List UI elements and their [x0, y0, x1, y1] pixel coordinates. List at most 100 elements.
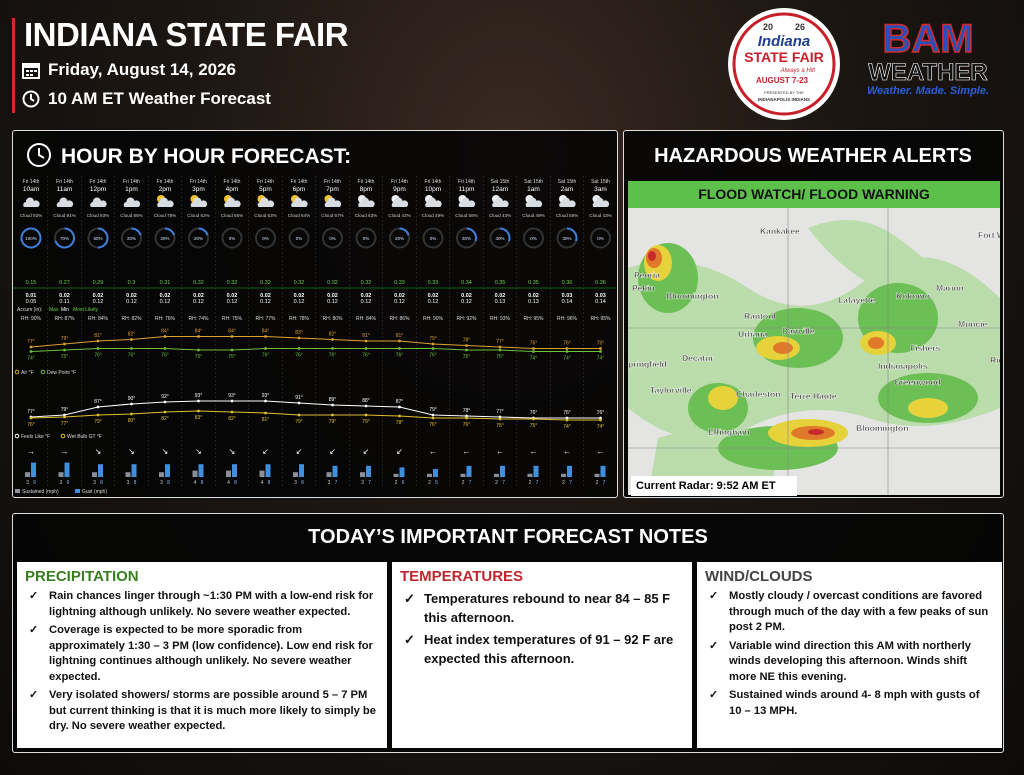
- legend-label: Min: [61, 307, 69, 313]
- precip-label: 70%: [60, 236, 69, 241]
- bam-sub: WEATHER: [868, 59, 988, 86]
- time-row: 10 AM ET Weather Forecast: [22, 89, 271, 109]
- accum-max: 0.32: [227, 280, 238, 286]
- gust-bar: [98, 464, 103, 477]
- time-label: 8pm: [360, 186, 373, 193]
- sustained-label: 4: [261, 480, 264, 486]
- accum-likely: 0.12: [394, 299, 405, 305]
- air-point: [29, 345, 33, 349]
- wet_bulb-label: 83°: [195, 415, 203, 421]
- rh-label: RH: 76%: [155, 316, 176, 322]
- precip-label: 30%: [462, 236, 471, 241]
- city-label: Fishers: [910, 343, 941, 353]
- feels-point: [297, 401, 301, 405]
- dew-label: 76°: [396, 353, 404, 359]
- note-bullet: Sustained winds around 4- 8 mph with gus…: [705, 688, 994, 719]
- precip-ring: [154, 227, 176, 249]
- dew-point: [163, 347, 167, 350]
- air-label: 83°: [295, 330, 303, 336]
- date-row: Friday, August 14, 2026: [22, 60, 236, 80]
- wet_bulb-label: 76°: [429, 422, 437, 428]
- wet_bulb-label: 77°: [61, 421, 69, 427]
- note-list: Mostly cloudy / overcast conditions are …: [705, 589, 994, 719]
- rh-label: RH: 75%: [222, 316, 243, 322]
- wet_bulb-point: [398, 414, 401, 418]
- wet_bulb-label: 74°: [597, 424, 605, 430]
- accum-min: 0.03: [595, 293, 606, 299]
- rh-label: RH: 87%: [54, 316, 75, 322]
- air-point: [197, 335, 200, 338]
- wind-direction: ←: [597, 447, 605, 456]
- wet_bulb-point: [130, 412, 133, 416]
- cloud-label: Cloud 64%: [288, 213, 310, 218]
- air-point: [465, 344, 468, 347]
- accum-min: 0.02: [294, 293, 305, 299]
- city-label: Lafayette: [838, 295, 876, 305]
- air-label: 77°: [496, 339, 504, 345]
- weather-icon: [492, 195, 509, 207]
- dew-point: [565, 350, 569, 353]
- city-label: Urbana: [738, 329, 768, 339]
- dew-point: [532, 350, 535, 353]
- wet_bulb-label: 79°: [362, 419, 370, 425]
- time-label: 10am: [23, 186, 39, 193]
- weather-icon: [525, 195, 543, 207]
- city-label: pringfield: [628, 359, 667, 369]
- wet_bulb-point: [498, 417, 502, 421]
- gust-label: 7: [502, 480, 505, 486]
- legend-swatch: [40, 369, 46, 375]
- wet_bulb-label: 80°: [128, 418, 136, 424]
- cloud-label: Cloud 43%: [589, 213, 611, 218]
- time-label: 2am: [561, 186, 574, 193]
- cloud-label: Cloud 49%: [522, 213, 544, 218]
- feels-point: [96, 405, 100, 409]
- wind-direction: ↙: [363, 447, 370, 456]
- feels-label: 92°: [161, 394, 169, 400]
- day-label: Sat 15th: [558, 179, 577, 185]
- precip-ring-bg: [523, 227, 544, 249]
- weather-icon: [592, 195, 610, 207]
- note-bullet: Very isolated showers/ storms are possib…: [25, 688, 379, 735]
- weather-icon: [157, 195, 174, 207]
- feels-label: 78°: [463, 408, 471, 414]
- accum-likely: 0.12: [227, 299, 238, 305]
- wet_bulb-label: 75°: [496, 423, 504, 429]
- accum-max: 0.27: [59, 280, 70, 286]
- rh-label: RH: 74%: [188, 316, 209, 322]
- air-label: 82°: [329, 332, 337, 338]
- air-label: 79°: [429, 336, 437, 342]
- air-point: [264, 335, 267, 338]
- wind-direction: ↘: [229, 447, 236, 456]
- precip-label: 0%: [597, 236, 604, 241]
- accum-max: 0.15: [26, 280, 37, 286]
- city-label: Taylorville: [650, 385, 692, 395]
- note-list: Temperatures rebound to near 84 – 85 F t…: [400, 589, 684, 668]
- accum-likely: 0.13: [495, 299, 506, 305]
- city-label: Effingham: [708, 427, 750, 437]
- subtitle: 10 AM ET Weather Forecast: [48, 89, 271, 108]
- day-label: Fri 14th: [257, 179, 274, 185]
- day-label: Sat 15th: [591, 179, 610, 185]
- legend-swatch: [14, 433, 20, 439]
- rh-label: RH: 84%: [88, 316, 109, 322]
- feels-point: [364, 404, 368, 408]
- time-label: 5pm: [259, 186, 272, 193]
- accum-min: 0.03: [562, 293, 573, 299]
- time-label: 4pm: [226, 186, 239, 193]
- city-label: Greenwood: [894, 377, 941, 387]
- time-label: 12am: [492, 186, 508, 193]
- day-label: Fri 14th: [157, 179, 174, 185]
- dew-label: 74°: [563, 356, 571, 362]
- feels-point: [498, 415, 502, 419]
- air-point: [431, 342, 435, 346]
- note-box: TEMPERATURES Temperatures rebound to near…: [392, 562, 692, 748]
- note-bullet: Variable wind direction this AM with nor…: [705, 639, 994, 686]
- wet_bulb-point: [565, 418, 569, 422]
- feels-label: 76°: [563, 410, 571, 416]
- day-label: Fri 14th: [90, 179, 107, 185]
- accum-min: 0.02: [260, 293, 271, 299]
- time-label: 9pm: [393, 186, 406, 193]
- city-label: Ric: [990, 355, 1000, 365]
- precip-label: 30%: [562, 236, 571, 241]
- precip-ring: [489, 227, 511, 249]
